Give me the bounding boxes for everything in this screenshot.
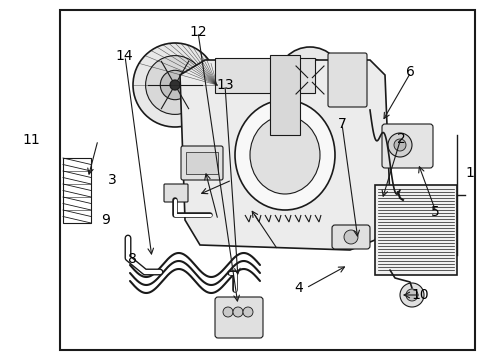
Bar — [269, 55, 299, 135]
Circle shape — [276, 47, 342, 113]
Circle shape — [306, 77, 313, 83]
Circle shape — [160, 70, 189, 100]
Bar — [374, 185, 456, 275]
Text: 6: 6 — [406, 65, 414, 79]
Text: 4: 4 — [293, 281, 302, 295]
Text: 3: 3 — [108, 173, 117, 187]
Circle shape — [399, 283, 423, 307]
Circle shape — [300, 70, 319, 90]
Circle shape — [288, 59, 331, 102]
Text: 8: 8 — [127, 252, 136, 266]
Text: 14: 14 — [116, 49, 133, 63]
Text: 9: 9 — [101, 213, 109, 226]
Text: 12: 12 — [189, 26, 206, 39]
Bar — [185, 152, 218, 174]
FancyBboxPatch shape — [215, 297, 263, 338]
Polygon shape — [180, 60, 389, 250]
FancyBboxPatch shape — [331, 225, 369, 249]
Circle shape — [232, 307, 243, 317]
Circle shape — [223, 307, 232, 317]
Text: 7: 7 — [337, 117, 346, 131]
Bar — [63, 158, 91, 223]
FancyBboxPatch shape — [327, 53, 366, 107]
FancyBboxPatch shape — [381, 124, 432, 168]
Circle shape — [393, 139, 405, 151]
Text: 5: 5 — [430, 206, 439, 219]
Text: 1: 1 — [464, 166, 473, 180]
Text: 13: 13 — [216, 78, 233, 91]
FancyBboxPatch shape — [181, 146, 223, 180]
FancyBboxPatch shape — [163, 184, 187, 202]
Ellipse shape — [249, 116, 319, 194]
Text: 10: 10 — [411, 288, 428, 302]
Bar — [215, 58, 314, 93]
Text: 2: 2 — [396, 132, 405, 145]
Circle shape — [243, 307, 252, 317]
Circle shape — [387, 133, 411, 157]
Text: 11: 11 — [23, 134, 41, 147]
Circle shape — [170, 80, 180, 90]
Circle shape — [133, 43, 217, 127]
Bar — [60, 10, 474, 350]
Circle shape — [405, 289, 417, 301]
Ellipse shape — [235, 100, 334, 210]
Circle shape — [145, 55, 204, 114]
Circle shape — [343, 230, 357, 244]
